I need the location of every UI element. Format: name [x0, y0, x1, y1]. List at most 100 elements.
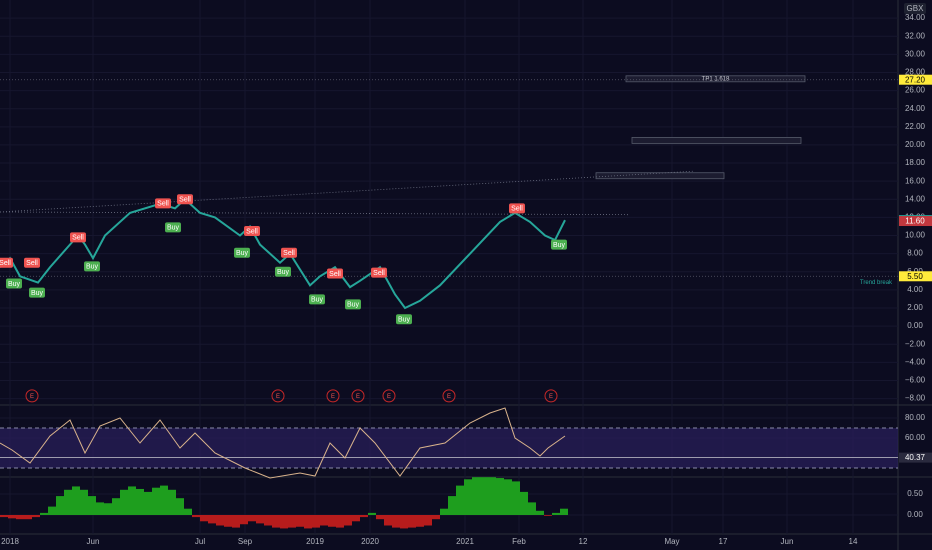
x-tick-label: 2018	[1, 537, 19, 546]
histogram-bar	[552, 512, 560, 515]
signal-badge	[371, 267, 387, 278]
event-label: E	[276, 394, 280, 400]
event-marker	[382, 389, 396, 403]
x-tick-label: Jul	[195, 537, 205, 546]
histogram-bar	[96, 502, 104, 515]
y-tick-label: 0.00	[907, 321, 923, 330]
event-label: E	[387, 394, 391, 400]
histogram-bar	[136, 488, 144, 515]
x-tick-label: 2021	[456, 537, 474, 546]
y-tick-label: 4.00	[907, 285, 923, 294]
histogram-bar	[448, 496, 456, 515]
signal-label: Sell	[157, 201, 169, 208]
series-line	[0, 197, 566, 310]
histogram-bar	[120, 489, 128, 515]
event-marker	[326, 389, 340, 403]
histogram-bar	[16, 514, 24, 520]
histogram-bar	[408, 514, 416, 528]
price-tag	[899, 271, 932, 282]
target-zone	[625, 75, 806, 83]
y-tick-label: 0.00	[907, 510, 923, 519]
signal-badge	[345, 299, 361, 310]
x-tick-label: Sep	[238, 537, 253, 546]
signal-label: Buy	[553, 242, 566, 249]
event-label: E	[356, 394, 360, 400]
histogram-bar	[296, 514, 304, 527]
series-line	[0, 407, 566, 479]
histogram-bar	[192, 514, 200, 518]
histogram-bar	[232, 514, 240, 528]
signal-label: Sell	[373, 270, 385, 277]
price-tag	[899, 216, 932, 227]
event-label: E	[331, 394, 335, 400]
histogram-bar	[304, 514, 312, 529]
event-marker	[25, 389, 39, 403]
y-tick-label: −6.00	[905, 376, 926, 385]
price-tag	[899, 452, 932, 463]
x-tick-label: 2020	[361, 537, 379, 546]
signal-badge	[70, 232, 86, 243]
signal-label: Sell	[72, 235, 84, 242]
unit-label: GBX	[907, 4, 925, 13]
histogram-bar	[368, 512, 376, 515]
signal-badge	[84, 261, 100, 272]
signal-badge	[281, 247, 297, 258]
histogram-bar	[416, 514, 424, 527]
histogram-bar	[280, 514, 288, 529]
histogram-bar	[528, 502, 536, 515]
x-tick-label: 17	[719, 537, 728, 546]
signal-badge	[275, 266, 291, 277]
histogram-bar	[0, 514, 8, 518]
event-marker	[351, 389, 365, 403]
x-tick-label: 14	[849, 537, 858, 546]
y-tick-label: 0.50	[907, 489, 923, 498]
x-tick-label: May	[664, 537, 679, 546]
x-tick-label: Jun	[781, 537, 794, 546]
signal-badge	[396, 314, 412, 325]
histogram-bar	[480, 477, 488, 515]
event-marker	[442, 389, 456, 403]
price-tag-label: 11.60	[905, 217, 925, 226]
signal-label: Buy	[277, 269, 290, 276]
signal-badge	[327, 268, 343, 279]
histogram-bar	[144, 491, 152, 515]
histogram-bar	[24, 514, 32, 520]
y-tick-label: −2.00	[905, 339, 926, 348]
target-zone	[631, 137, 802, 144]
histogram-bar	[504, 479, 512, 515]
event-marker	[544, 389, 558, 403]
histogram-bar	[224, 514, 232, 527]
signal-badge	[165, 222, 181, 233]
signal-label: Buy	[31, 290, 44, 297]
histogram-bar	[48, 506, 56, 515]
signal-label: Buy	[236, 250, 249, 257]
price-tag-label: 5.50	[907, 272, 923, 281]
histogram-bar	[464, 479, 472, 515]
y-tick-label: 20.00	[905, 140, 926, 149]
histogram-bar	[40, 512, 48, 515]
histogram-bar	[336, 514, 344, 528]
signal-label: Buy	[8, 281, 21, 288]
histogram-bar	[352, 514, 360, 522]
histogram-bar	[64, 489, 72, 515]
y-tick-label: 14.00	[905, 194, 926, 203]
histogram-bar	[80, 489, 88, 515]
signal-label: Sell	[26, 260, 38, 267]
signal-badge	[309, 294, 325, 305]
histogram-bar	[288, 514, 296, 528]
trend-line	[0, 211, 631, 216]
histogram-bar	[400, 514, 408, 529]
y-tick-label: 34.00	[905, 13, 926, 22]
histogram-bar	[256, 514, 264, 524]
histogram-bar	[392, 514, 400, 528]
event-marker	[271, 389, 285, 403]
histogram-bar	[472, 477, 480, 515]
event-label: E	[549, 394, 553, 400]
x-tick-label: 2019	[306, 537, 324, 546]
y-tick-label: 26.00	[905, 86, 926, 95]
histogram-bar	[56, 496, 64, 515]
signal-badge	[509, 203, 525, 214]
signal-badge	[244, 225, 260, 236]
histogram-bar	[536, 510, 544, 515]
histogram-bar	[544, 514, 552, 516]
